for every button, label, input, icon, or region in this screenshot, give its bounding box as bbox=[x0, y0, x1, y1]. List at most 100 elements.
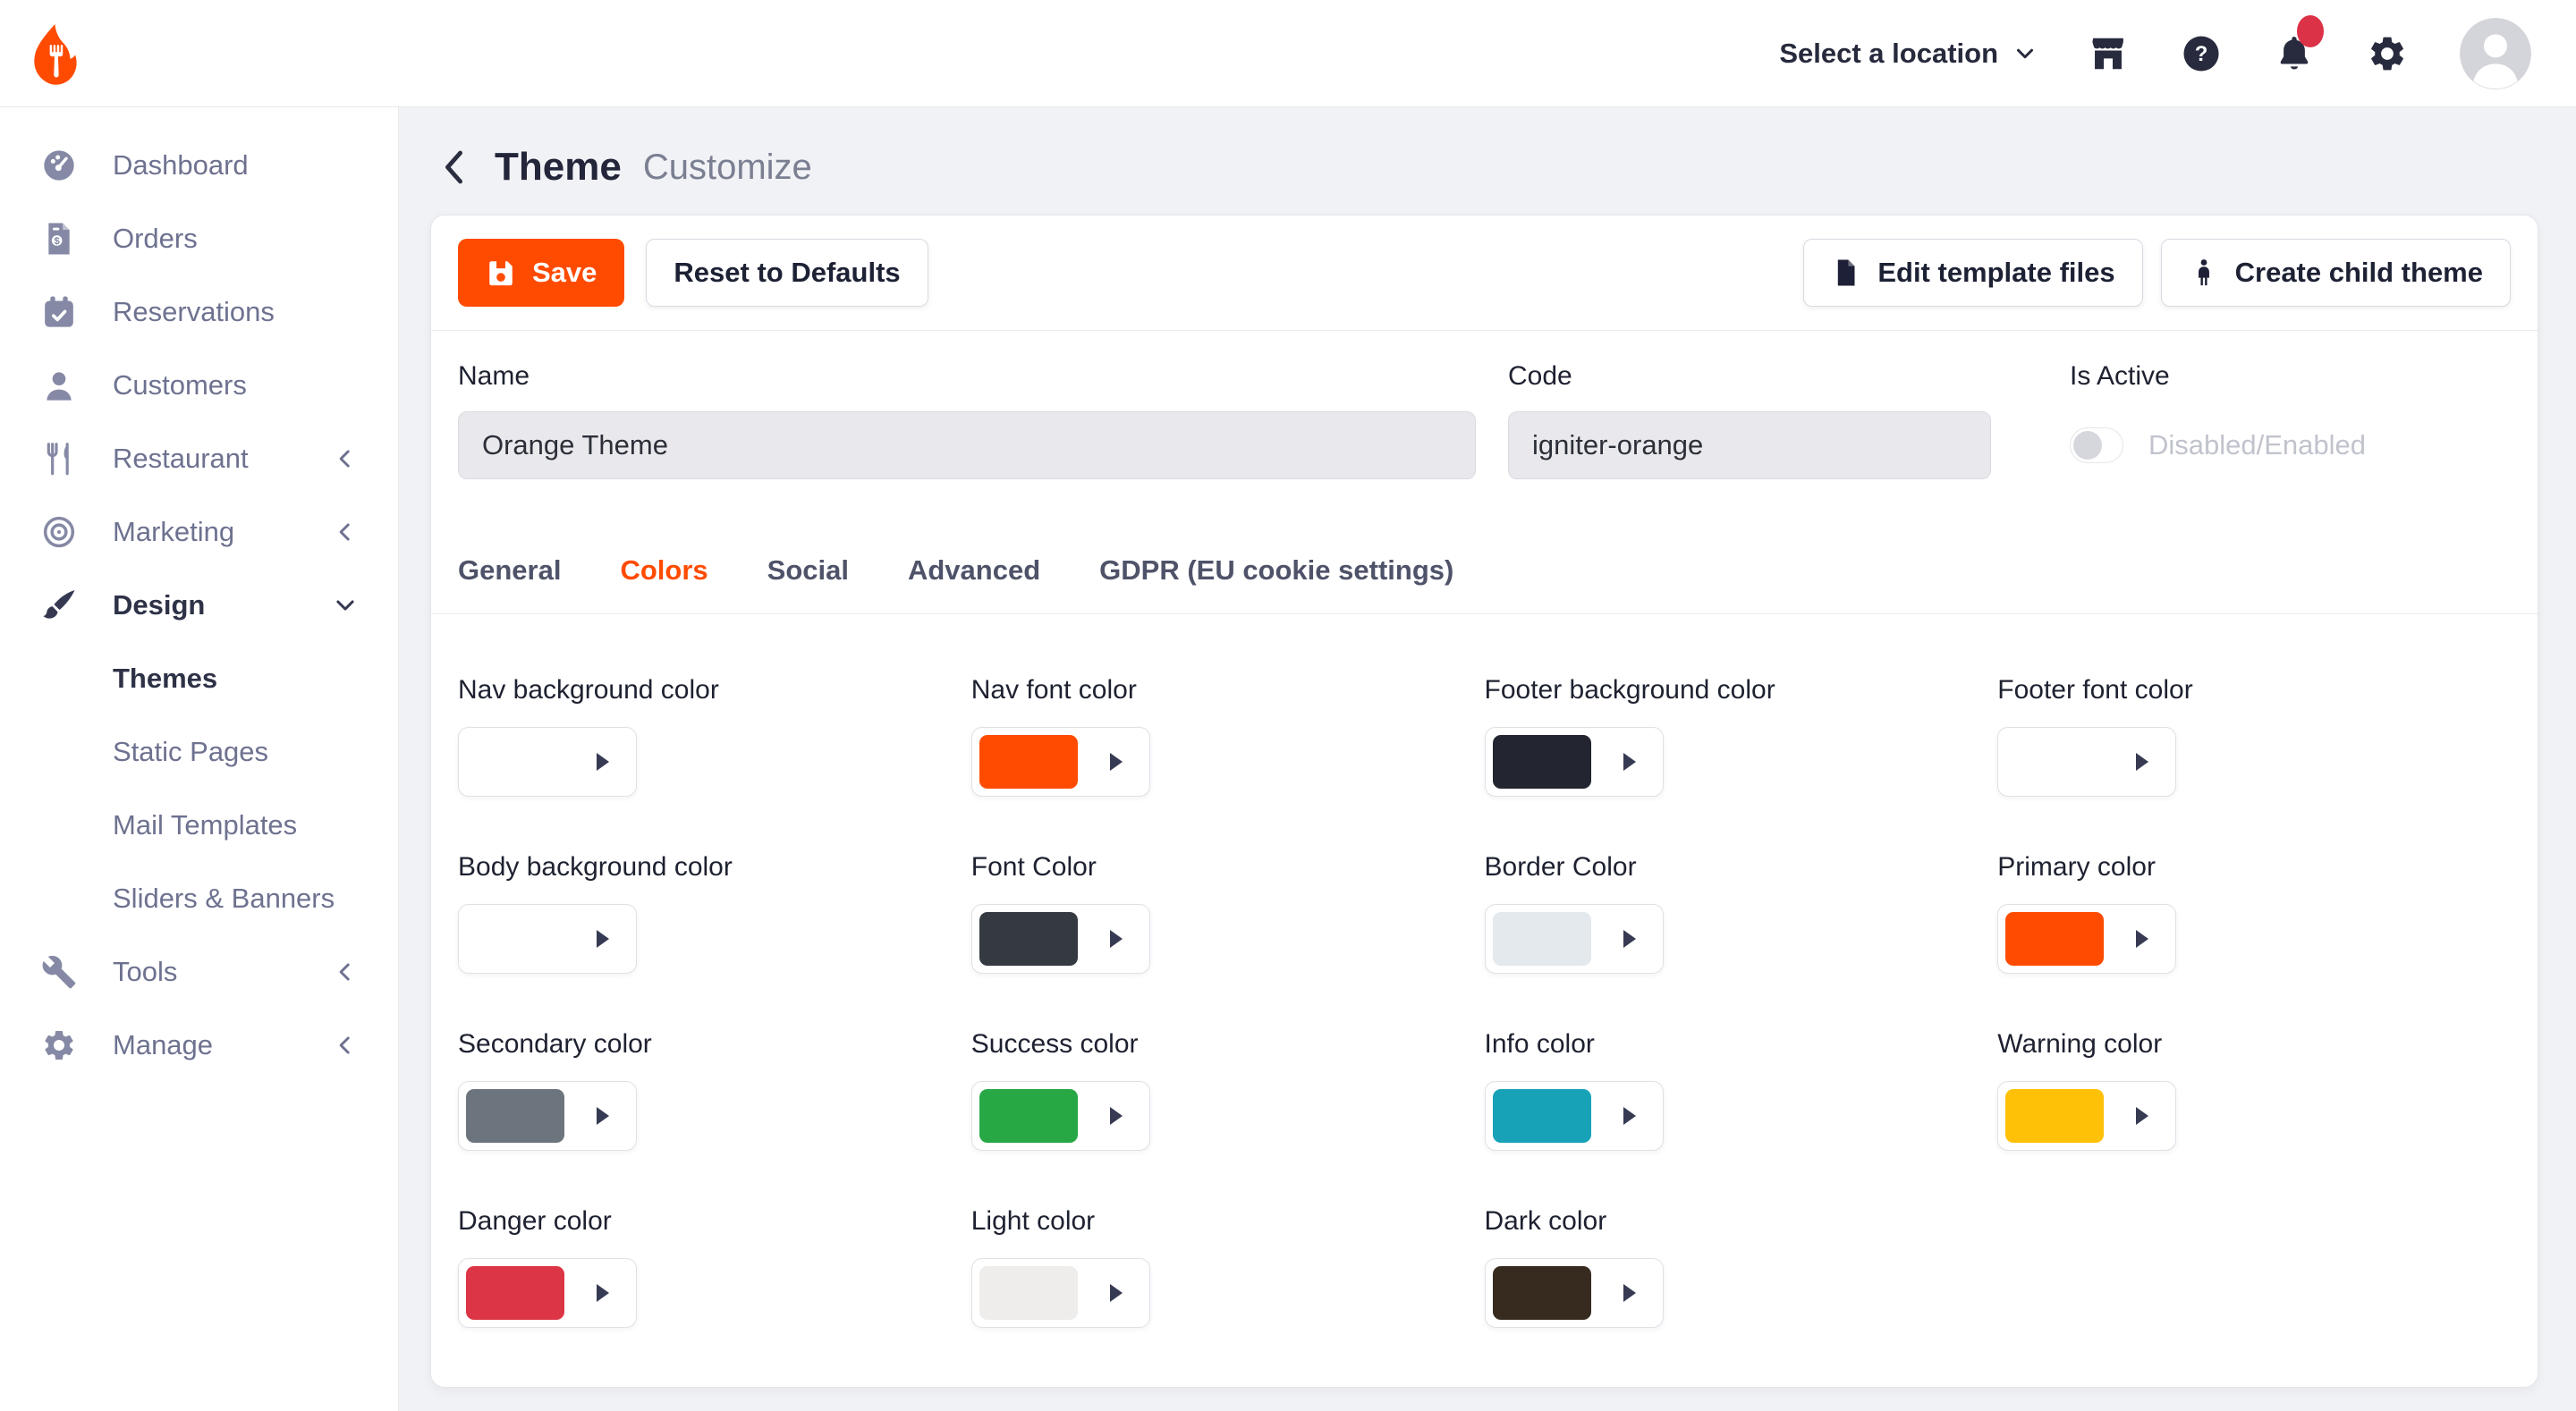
is-active-field-group: Is Active Disabled/Enabled bbox=[2023, 361, 2511, 479]
help-button[interactable]: ? bbox=[2181, 33, 2222, 74]
sidebar-item-label: Manage bbox=[113, 1029, 213, 1061]
sidebar-item-orders[interactable]: $ Orders bbox=[0, 202, 398, 275]
sidebar-item-design[interactable]: Design bbox=[0, 569, 398, 642]
color-picker-button[interactable] bbox=[458, 904, 637, 974]
sidebar-item-marketing[interactable]: Marketing bbox=[0, 495, 398, 569]
sidebar-subitem-label: Sliders & Banners bbox=[113, 883, 335, 915]
color-swatch bbox=[466, 1089, 564, 1143]
color-picker-button[interactable] bbox=[1485, 1081, 1664, 1151]
calendar-check-icon bbox=[41, 294, 77, 330]
sidebar-subitem-static-pages[interactable]: Static Pages bbox=[0, 715, 398, 789]
sidebar-item-customers[interactable]: Customers bbox=[0, 349, 398, 422]
color-swatch bbox=[466, 735, 564, 789]
color-picker-button[interactable] bbox=[1485, 1258, 1664, 1328]
color-field-label: Secondary color bbox=[458, 1029, 971, 1060]
color-field-nav-background: Nav background color bbox=[458, 675, 971, 797]
create-child-theme-button[interactable]: Create child theme bbox=[2161, 239, 2511, 307]
page-title: Theme bbox=[495, 145, 622, 190]
color-picker-button[interactable] bbox=[971, 727, 1150, 797]
notifications-button[interactable] bbox=[2274, 33, 2315, 74]
caret-right-icon bbox=[1110, 930, 1123, 948]
sidebar-subitem-mail-templates[interactable]: Mail Templates bbox=[0, 789, 398, 862]
theme-customize-card: Save Reset to Defaults Edit template fil… bbox=[430, 215, 2538, 1388]
sidebar-item-label: Marketing bbox=[113, 516, 234, 548]
caret-right-icon bbox=[597, 1107, 609, 1125]
color-field-label: Success color bbox=[971, 1029, 1485, 1060]
sidebar-item-dashboard[interactable]: Dashboard bbox=[0, 129, 398, 202]
color-field-footer-font: Footer font color bbox=[1997, 675, 2511, 797]
color-field-nav-font: Nav font color bbox=[971, 675, 1485, 797]
reset-button-label: Reset to Defaults bbox=[674, 257, 900, 289]
color-picker-button[interactable] bbox=[458, 1081, 637, 1151]
topbar: Select a location ? bbox=[0, 0, 2576, 107]
invoice-icon: $ bbox=[41, 221, 77, 257]
sidebar-subitem-label: Static Pages bbox=[113, 736, 268, 768]
color-field-label: Info color bbox=[1485, 1029, 1998, 1060]
save-button-label: Save bbox=[532, 257, 597, 289]
chevron-left-icon bbox=[334, 960, 357, 984]
reset-to-defaults-button[interactable]: Reset to Defaults bbox=[646, 239, 928, 307]
sidebar: Dashboard $ Orders Reservations Customer… bbox=[0, 107, 399, 1411]
storefront-button[interactable] bbox=[2088, 33, 2129, 74]
color-picker-button[interactable] bbox=[458, 1258, 637, 1328]
color-picker-button[interactable] bbox=[1997, 727, 2176, 797]
location-selector[interactable]: Select a location bbox=[1779, 38, 2036, 70]
sidebar-item-label: Restaurant bbox=[113, 443, 249, 475]
tastyigniter-logo[interactable] bbox=[32, 24, 79, 83]
color-picker-button[interactable] bbox=[458, 727, 637, 797]
paintbrush-icon bbox=[41, 587, 77, 623]
caret-right-icon bbox=[1623, 753, 1636, 771]
color-field-body-background: Body background color bbox=[458, 852, 971, 974]
sidebar-item-tools[interactable]: Tools bbox=[0, 935, 398, 1009]
tab-advanced[interactable]: Advanced bbox=[908, 554, 1040, 587]
user-avatar[interactable] bbox=[2460, 18, 2531, 89]
is-active-toggle[interactable] bbox=[2070, 427, 2123, 463]
is-active-state-label: Disabled/Enabled bbox=[2148, 429, 2366, 461]
sidebar-subitem-sliders-banners[interactable]: Sliders & Banners bbox=[0, 862, 398, 935]
name-input[interactable] bbox=[458, 411, 1476, 479]
sidebar-item-label: Customers bbox=[113, 369, 247, 401]
sidebar-item-manage[interactable]: Manage bbox=[0, 1009, 398, 1082]
color-picker-button[interactable] bbox=[1485, 727, 1664, 797]
tab-gdpr[interactable]: GDPR (EU cookie settings) bbox=[1099, 554, 1453, 587]
color-picker-button[interactable] bbox=[1997, 904, 2176, 974]
tab-colors[interactable]: Colors bbox=[620, 554, 708, 587]
color-swatch bbox=[2005, 1089, 2104, 1143]
color-picker-button[interactable] bbox=[971, 904, 1150, 974]
color-picker-button[interactable] bbox=[1485, 904, 1664, 974]
color-field-secondary: Secondary color bbox=[458, 1029, 971, 1151]
back-button[interactable] bbox=[436, 143, 473, 191]
color-swatch bbox=[1493, 912, 1591, 966]
color-field-label: Footer background color bbox=[1485, 675, 1998, 706]
sidebar-item-label: Orders bbox=[113, 223, 198, 255]
gear-icon bbox=[41, 1027, 77, 1063]
storefront-icon bbox=[2088, 33, 2129, 74]
code-input[interactable] bbox=[1508, 411, 1991, 479]
theme-meta-form: Name Code Is Active Disabled/Enabled bbox=[431, 331, 2538, 479]
sidebar-item-reservations[interactable]: Reservations bbox=[0, 275, 398, 349]
sidebar-item-restaurant[interactable]: Restaurant bbox=[0, 422, 398, 495]
color-swatch bbox=[2005, 735, 2104, 789]
chevron-down-icon bbox=[2014, 43, 2036, 64]
settings-button[interactable] bbox=[2367, 33, 2408, 74]
caret-right-icon bbox=[2136, 1107, 2148, 1125]
user-icon bbox=[41, 368, 77, 403]
color-picker-button[interactable] bbox=[971, 1258, 1150, 1328]
color-swatch bbox=[1493, 1266, 1591, 1320]
chevron-left-icon bbox=[334, 520, 357, 544]
color-swatch bbox=[979, 912, 1078, 966]
color-field-border-color: Border Color bbox=[1485, 852, 1998, 974]
chevron-left-icon bbox=[334, 1034, 357, 1057]
create-child-theme-label: Create child theme bbox=[2235, 257, 2483, 289]
caret-right-icon bbox=[1623, 930, 1636, 948]
color-picker-button[interactable] bbox=[1997, 1081, 2176, 1151]
wrench-icon bbox=[41, 954, 77, 990]
sidebar-subitem-themes[interactable]: Themes bbox=[0, 642, 398, 715]
save-button[interactable]: Save bbox=[458, 239, 624, 307]
tab-social[interactable]: Social bbox=[767, 554, 849, 587]
color-field-label: Font Color bbox=[971, 852, 1485, 883]
color-field-danger: Danger color bbox=[458, 1206, 971, 1328]
color-picker-button[interactable] bbox=[971, 1081, 1150, 1151]
edit-template-files-button[interactable]: Edit template files bbox=[1803, 239, 2142, 307]
tab-general[interactable]: General bbox=[458, 554, 561, 587]
